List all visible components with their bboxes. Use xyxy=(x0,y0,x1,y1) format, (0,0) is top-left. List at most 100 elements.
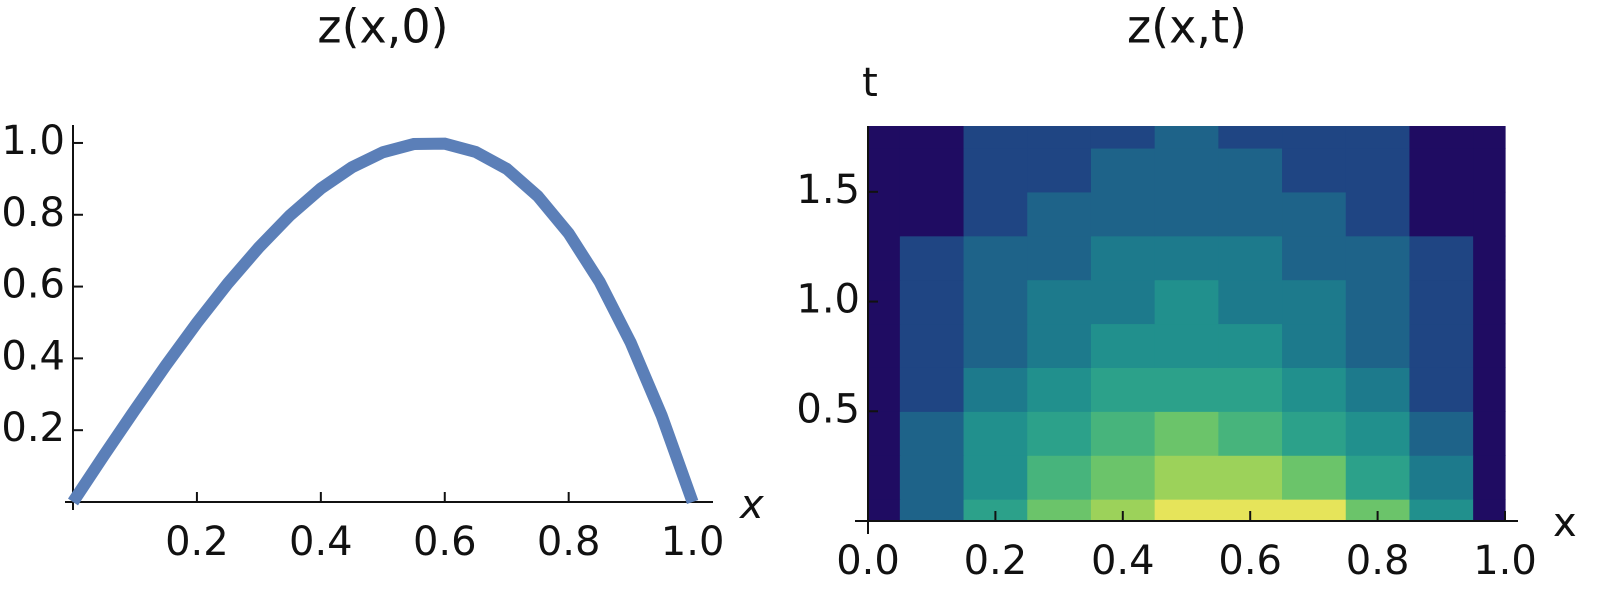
contour-cell xyxy=(1218,499,1283,522)
contour-cell xyxy=(1027,411,1092,456)
contour-cell xyxy=(963,411,1028,456)
contour-cell xyxy=(868,455,901,500)
contour-cell xyxy=(963,191,1028,237)
contour-cell xyxy=(1218,455,1283,500)
contour-cell xyxy=(963,499,1028,522)
x-axis-label: x xyxy=(738,482,764,528)
contour-cell xyxy=(1090,411,1156,456)
contour-cell xyxy=(1027,235,1092,281)
contour-cell xyxy=(1282,235,1347,281)
contour-cell xyxy=(1027,367,1092,412)
contour-cell xyxy=(1409,323,1474,368)
contour-cell xyxy=(1409,455,1474,500)
contour-cell xyxy=(1090,279,1156,325)
contour-cell xyxy=(1473,455,1506,500)
contour-cell xyxy=(1154,191,1219,237)
contour-cell xyxy=(899,126,965,149)
contour-cell xyxy=(899,323,965,368)
y-tick-label: 0.2 xyxy=(1,405,65,451)
contour-cell xyxy=(1218,367,1283,412)
contour-cell xyxy=(1218,191,1283,237)
contour-cell xyxy=(1218,323,1283,368)
contour-cell xyxy=(1027,323,1092,368)
contour-cell xyxy=(1473,367,1506,412)
y-tick-label: 1.0 xyxy=(1,118,65,164)
contour-cell xyxy=(1345,411,1411,456)
contour-cell xyxy=(1282,455,1347,500)
contour-cell xyxy=(1473,235,1506,281)
y-tick-label: 0.5 xyxy=(796,386,860,432)
contour-cell xyxy=(868,367,901,412)
contour-cell xyxy=(1473,191,1506,237)
contour-cell xyxy=(1090,126,1156,149)
contour-cell xyxy=(1218,411,1283,456)
x-tick-label: 0.8 xyxy=(537,519,601,565)
contour-cell xyxy=(899,235,965,281)
contour-cell xyxy=(1473,126,1506,149)
y-axis-label: t xyxy=(862,60,878,106)
contour-cell xyxy=(1154,499,1219,522)
contour-cell xyxy=(868,147,901,193)
contour-cell xyxy=(1282,191,1347,237)
contour-cell xyxy=(1345,279,1411,325)
contour-cell xyxy=(1345,191,1411,237)
y-tick-label: 0.4 xyxy=(1,333,65,379)
contour-cell xyxy=(1282,279,1347,325)
contour-cell xyxy=(1154,455,1219,500)
contour-cell xyxy=(1027,455,1092,500)
contour-cell xyxy=(1345,147,1411,193)
contour-cell xyxy=(899,455,965,500)
contour-cell xyxy=(1027,279,1092,325)
y-tick-label: 1.0 xyxy=(796,277,860,323)
contour-cell xyxy=(1027,126,1092,149)
contour-cell xyxy=(963,367,1028,412)
contour-cell xyxy=(1409,279,1474,325)
contour-cell xyxy=(1154,323,1219,368)
contour-cell xyxy=(1218,279,1283,325)
contour-cell xyxy=(1090,367,1156,412)
x-tick-label: 0.2 xyxy=(964,538,1028,584)
contour-cell xyxy=(1409,367,1474,412)
x-tick-label: 0.8 xyxy=(1346,538,1410,584)
y-tick-label: 0.6 xyxy=(1,262,65,308)
contour-cell xyxy=(1409,147,1474,193)
contour-cell xyxy=(1345,455,1411,500)
contour-cell xyxy=(1282,147,1347,193)
contour-cell xyxy=(1345,499,1411,522)
contour-cell xyxy=(1090,191,1156,237)
contour-cell xyxy=(1409,126,1474,149)
contour-cell xyxy=(1090,235,1156,281)
x-tick-label: 0.6 xyxy=(1218,538,1282,584)
contour-cell xyxy=(1345,235,1411,281)
x-tick-label: 1.0 xyxy=(1473,538,1537,584)
contour-cell xyxy=(868,191,901,237)
contour-cell xyxy=(963,235,1028,281)
contour-cell xyxy=(1154,411,1219,456)
contour-cell xyxy=(1027,499,1092,522)
contour-cell xyxy=(1218,235,1283,281)
contour-cell xyxy=(1409,411,1474,456)
contour-cell xyxy=(899,367,965,412)
contour-cell xyxy=(963,126,1028,149)
x-tick-label: 0.2 xyxy=(165,519,229,565)
contour-cell xyxy=(1154,126,1219,149)
contour-cell xyxy=(1345,367,1411,412)
contour-cell xyxy=(1218,147,1283,193)
contour-cell xyxy=(1345,126,1411,149)
contour-cell xyxy=(1345,323,1411,368)
contour-cell xyxy=(963,455,1028,500)
contour-cell xyxy=(963,147,1028,193)
contour-cell xyxy=(1154,367,1219,412)
contour-cell xyxy=(899,499,965,522)
contour-cell xyxy=(1409,191,1474,237)
contour-cell xyxy=(1027,191,1092,237)
contour-cell xyxy=(1090,499,1156,522)
x-tick-label: 0.4 xyxy=(289,519,353,565)
contour-cell xyxy=(1154,147,1219,193)
contour-cell xyxy=(1473,411,1506,456)
y-tick-label: 0.8 xyxy=(1,190,65,236)
contour-cell xyxy=(963,279,1028,325)
x-axis-label: x xyxy=(1553,500,1577,546)
